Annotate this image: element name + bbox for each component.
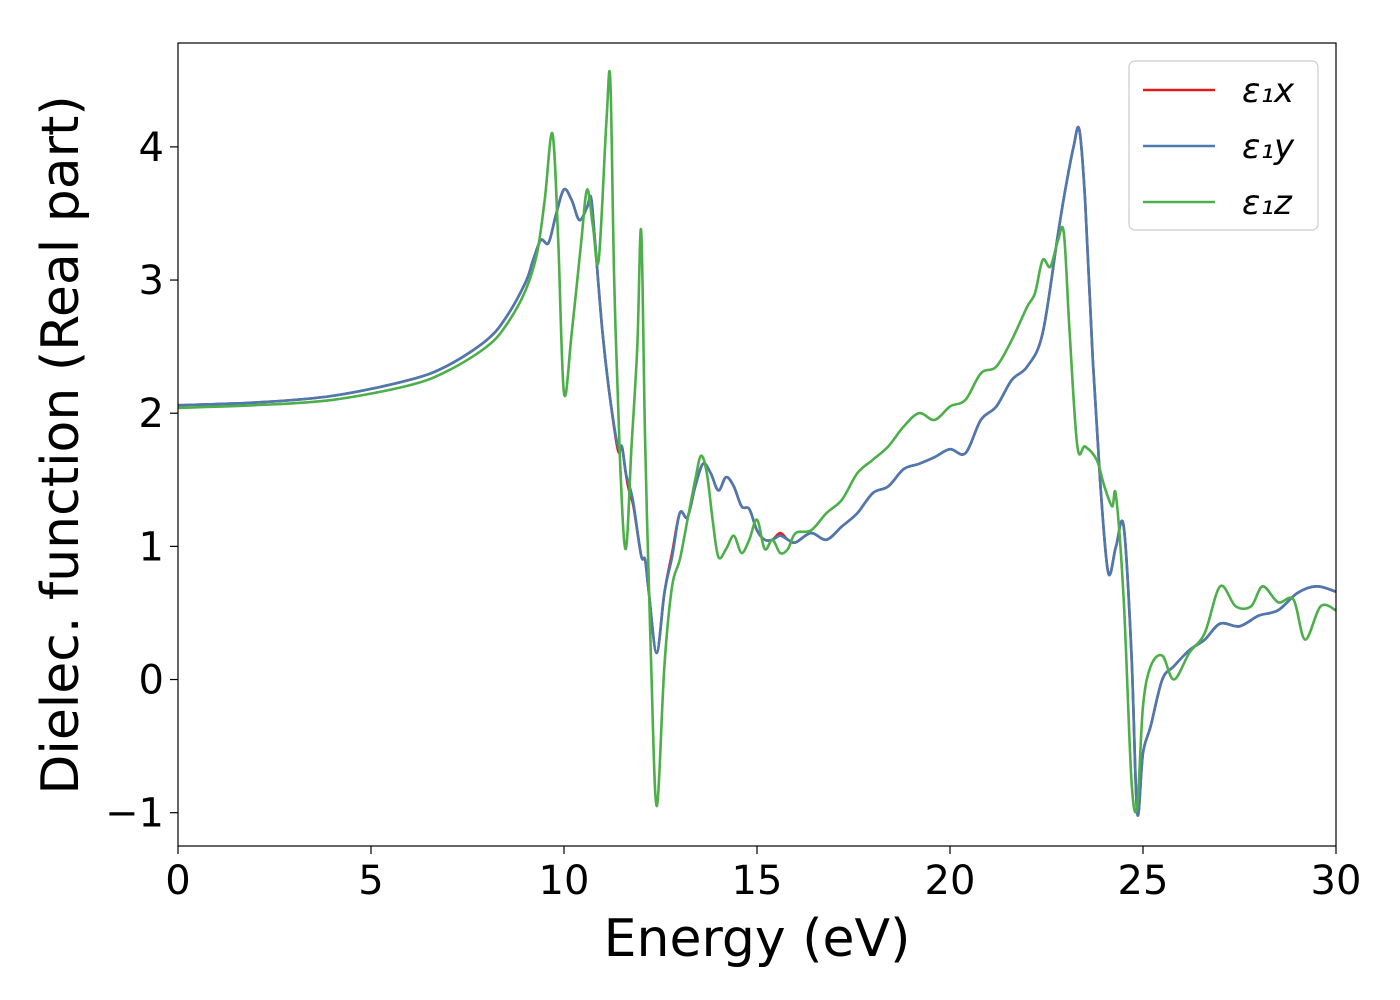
series-line-3 [177, 70, 1337, 814]
y-tick-label: 3 [139, 258, 164, 304]
x-tick-label: 15 [732, 858, 783, 904]
legend-label-3: ε₁z [1242, 183, 1293, 223]
x-tick-label: 5 [358, 858, 383, 904]
y-tick-label: 0 [139, 658, 164, 704]
y-axis-label: Dielec. function (Real part) [31, 95, 91, 794]
y-tick-label: 4 [139, 125, 164, 171]
x-axis-label: Energy (eV) [604, 909, 911, 969]
x-tick-label: 25 [1118, 858, 1169, 904]
x-tick-label: 0 [165, 858, 190, 904]
legend-label-2: ε₁y [1242, 127, 1295, 167]
legend: ε₁x ε₁y ε₁z [1128, 60, 1319, 231]
x-axis: 0 5 10 15 20 25 30 [165, 846, 1361, 904]
x-tick-label: 30 [1311, 858, 1362, 904]
y-tick-label: 2 [139, 391, 164, 437]
legend-label-1: ε₁x [1242, 71, 1295, 111]
series-line-2 [177, 125, 1337, 817]
y-axis: −1 0 1 2 3 4 [105, 125, 178, 837]
plot-lines [177, 70, 1337, 817]
x-tick-label: 20 [925, 858, 976, 904]
y-tick-label: 1 [139, 524, 164, 570]
legend-box [1128, 60, 1319, 231]
x-tick-label: 10 [539, 858, 590, 904]
y-tick-label: −1 [105, 791, 164, 837]
